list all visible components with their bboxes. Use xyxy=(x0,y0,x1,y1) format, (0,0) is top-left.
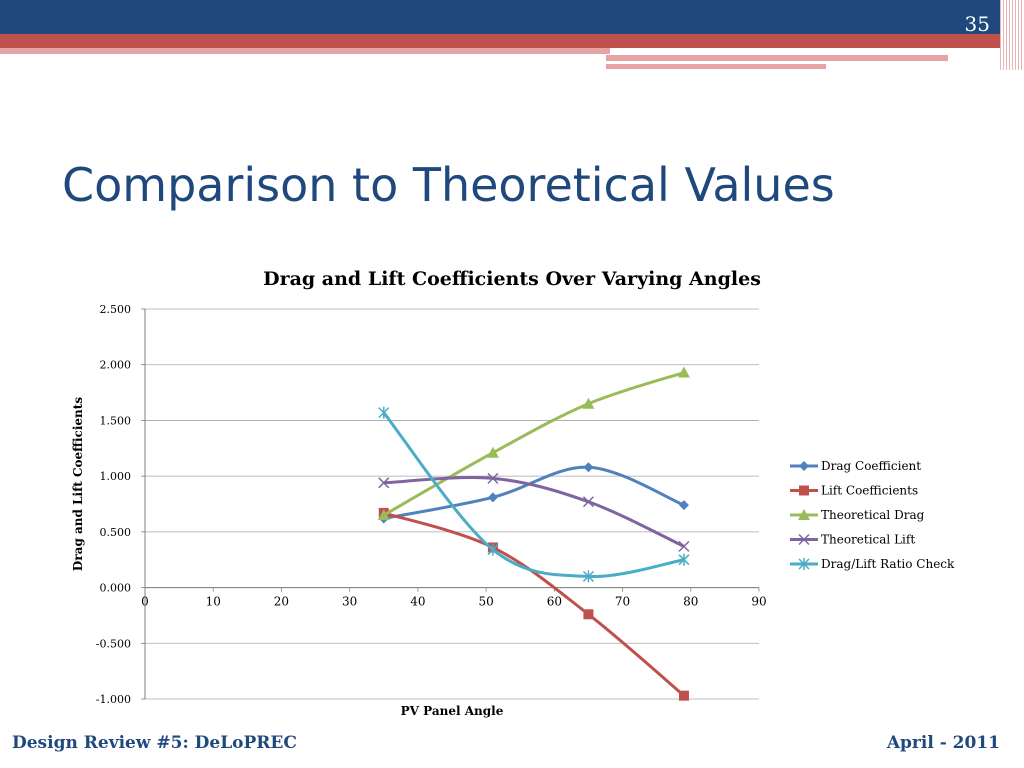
data-point xyxy=(378,406,390,419)
data-point xyxy=(377,509,390,521)
data-point xyxy=(487,472,499,484)
x-tick-label: 30 xyxy=(342,595,357,609)
data-point xyxy=(678,540,690,552)
legend-label: Lift Coefficients xyxy=(821,484,918,498)
chart-title: Drag and Lift Coefficients Over Varying … xyxy=(263,268,761,290)
y-tick-label: 2.000 xyxy=(100,359,132,372)
data-point xyxy=(582,496,594,508)
header-stripe xyxy=(0,48,610,54)
y-tick-label: -1.000 xyxy=(96,693,131,706)
line-chart: Drag and Lift Coefficients Over Varying … xyxy=(71,268,955,718)
legend-marker xyxy=(799,461,809,471)
data-point xyxy=(486,446,499,458)
x-tick-label: 0 xyxy=(141,595,149,609)
header-stripe xyxy=(606,55,948,61)
footer-date: April - 2011 xyxy=(886,733,1000,753)
data-point xyxy=(378,477,390,489)
x-tick-label: 70 xyxy=(615,595,630,609)
legend-marker xyxy=(799,485,809,496)
legend-label: Theoretical Lift xyxy=(821,533,915,547)
legend-marker xyxy=(798,558,810,570)
series-line-1 xyxy=(383,511,685,697)
x-tick-label: 40 xyxy=(410,595,425,609)
header-stripe xyxy=(606,64,826,69)
data-point xyxy=(582,397,595,409)
slide-title: Comparison to Theoretical Values xyxy=(62,158,835,212)
data-point xyxy=(583,462,594,473)
x-axis-title: PV Panel Angle xyxy=(401,704,504,718)
legend-label: Drag/Lift Ratio Check xyxy=(821,557,955,571)
series-line-4 xyxy=(382,411,685,578)
x-tick-label: 10 xyxy=(206,595,221,609)
series-line-2 xyxy=(383,371,685,517)
data-point xyxy=(582,570,594,583)
header-accent-band xyxy=(0,34,1024,48)
y-tick-label: -0.500 xyxy=(96,637,131,650)
series-line-0 xyxy=(383,465,685,520)
y-tick-label: 0.500 xyxy=(100,526,132,539)
y-tick-label: 1.500 xyxy=(100,414,132,427)
y-tick-label: 2.500 xyxy=(100,303,132,316)
x-tick-label: 20 xyxy=(274,595,289,609)
x-tick-label: 80 xyxy=(683,595,698,609)
data-point xyxy=(677,366,690,378)
x-tick-label: 60 xyxy=(547,595,562,609)
data-point xyxy=(487,492,498,503)
y-axis-title: Drag and Lift Coefficients xyxy=(71,397,85,571)
data-point xyxy=(678,500,689,511)
y-tick-label: 1.000 xyxy=(100,470,132,483)
slide-number: 35 xyxy=(964,12,990,36)
y-tick-label: 0.000 xyxy=(100,582,132,595)
legend-marker xyxy=(798,533,810,546)
legend-label: Theoretical Drag xyxy=(821,508,925,522)
footer-presentation-name: Design Review #5: DeLoPREC xyxy=(12,733,297,753)
header-band xyxy=(0,0,1024,34)
data-point xyxy=(583,609,594,620)
data-point xyxy=(678,553,690,566)
header-decoration xyxy=(1000,0,1024,70)
data-point xyxy=(487,543,499,556)
legend-label: Drag Coefficient xyxy=(821,459,921,473)
x-tick-label: 90 xyxy=(751,595,766,609)
data-point xyxy=(678,690,689,701)
x-tick-label: 50 xyxy=(478,595,493,609)
legend-marker xyxy=(798,509,810,520)
